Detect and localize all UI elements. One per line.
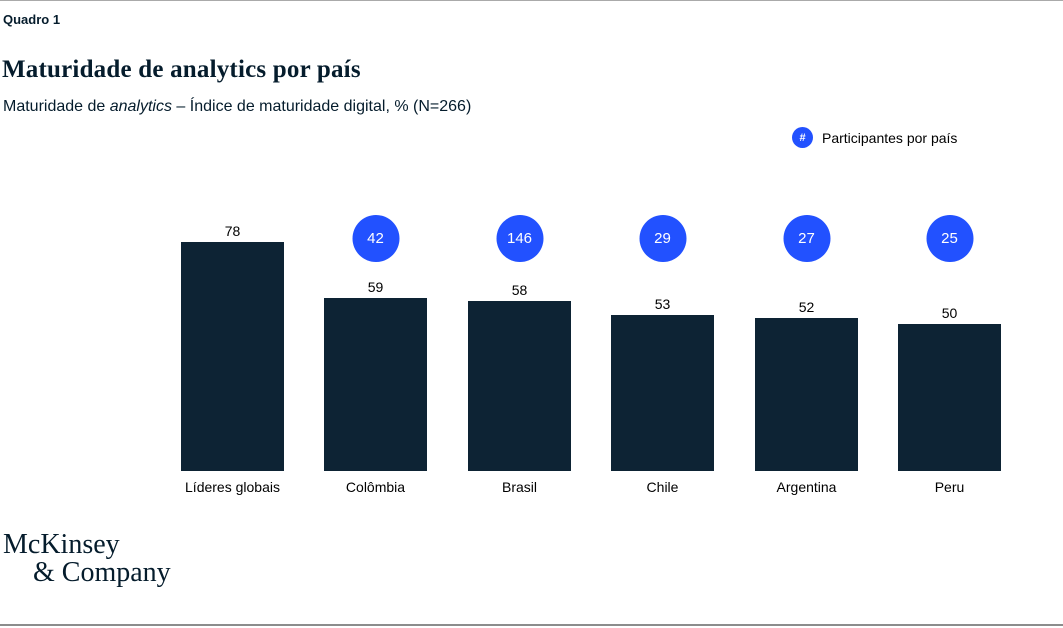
bar-value-label: 52 xyxy=(798,299,815,315)
bottom-divider xyxy=(0,624,1063,626)
bar-value-label: 50 xyxy=(941,305,958,321)
legend: # Participantes por país xyxy=(792,127,957,148)
bar xyxy=(898,324,1001,471)
bar xyxy=(611,315,714,471)
participants-badge: 27 xyxy=(783,215,830,262)
participants-badge: 29 xyxy=(639,215,686,262)
bar-category-label: Líderes globais xyxy=(185,479,280,495)
bar xyxy=(181,242,284,471)
bar-column: 42 59 Colômbia xyxy=(324,0,427,628)
bar-column: 78 Líderes globais xyxy=(181,0,284,628)
bar-category-label: Brasil xyxy=(501,479,538,495)
legend-label: Participantes por país xyxy=(822,129,958,146)
logo-line1: McKinsey xyxy=(3,529,120,560)
bar-column: 27 52 Argentina xyxy=(755,0,858,628)
bar xyxy=(755,318,858,471)
bar xyxy=(468,301,571,471)
bar-column: 29 53 Chile xyxy=(611,0,714,628)
bar-value-label: 58 xyxy=(511,282,528,298)
top-divider xyxy=(0,0,1063,1)
subtitle-suffix: – Índice de maturidade digital, % (N=266… xyxy=(171,98,472,115)
bar-category-label: Argentina xyxy=(776,479,837,495)
logo-line2: & Company xyxy=(33,557,171,588)
participants-badge: 25 xyxy=(926,215,973,262)
bar-category-label: Chile xyxy=(646,479,679,495)
participants-badge: 146 xyxy=(496,215,543,262)
bar-category-label: Colômbia xyxy=(345,479,406,495)
participants-legend-icon: # xyxy=(792,127,813,148)
participants-badge: 42 xyxy=(352,215,399,262)
bar-value-label: 59 xyxy=(367,279,384,295)
bar xyxy=(324,298,427,471)
bar-column: 25 50 Peru xyxy=(898,0,1001,628)
exhibit-number: Quadro 1 xyxy=(3,12,61,27)
subtitle-italic-term: analytics xyxy=(109,98,172,115)
bar-column: 146 58 Brasil xyxy=(468,0,571,628)
bar-value-label: 78 xyxy=(224,223,241,239)
subtitle-prefix: Maturidade de xyxy=(3,98,110,115)
bar-category-label: Peru xyxy=(934,479,965,495)
chart-title: Maturidade de analytics por país xyxy=(2,56,361,83)
chart-subtitle: Maturidade de analytics – Índice de matu… xyxy=(3,98,471,116)
bar-value-label: 53 xyxy=(654,296,671,312)
mckinsey-logo: McKinsey & Company xyxy=(3,531,171,587)
